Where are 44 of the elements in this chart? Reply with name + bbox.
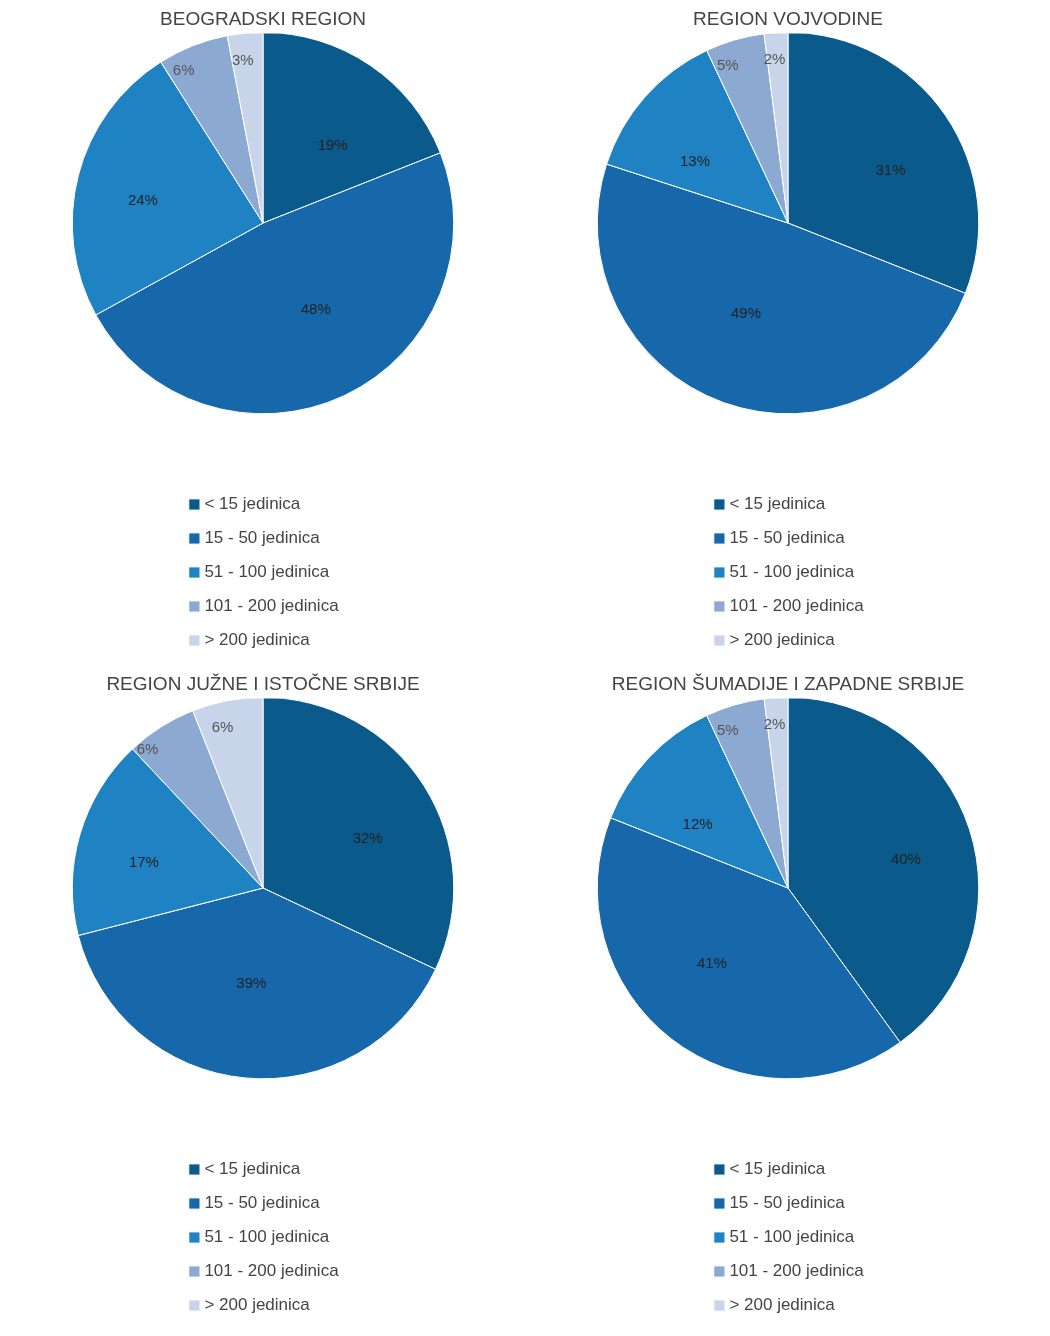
data-label: 6% — [172, 61, 195, 79]
legend-label: 15 - 50 jedinica — [729, 1193, 845, 1213]
legend-label: 15 - 50 jedinica — [204, 1193, 320, 1213]
data-label: 40% — [890, 850, 921, 868]
data-label: 31% — [875, 161, 906, 179]
data-label: 6% — [136, 740, 159, 758]
data-label: 24% — [127, 190, 158, 208]
legend-label: < 15 jedinica — [204, 494, 301, 514]
data-label: 41% — [697, 954, 728, 972]
legend-label: 101 - 200 jedinica — [204, 1261, 339, 1281]
data-label: 3% — [231, 50, 254, 68]
legend-label: < 15 jedinica — [729, 494, 826, 514]
legend-label: 101 - 200 jedinica — [204, 596, 339, 616]
data-label: 5% — [717, 721, 739, 739]
legend-label: 51 - 100 jedinica — [204, 1227, 330, 1247]
chart-title: BEOGRADSKI REGION — [160, 7, 366, 29]
legend-label: 15 - 50 jedinica — [204, 528, 320, 548]
data-label: 32% — [352, 828, 383, 846]
chart-title: REGION VOJVODINE — [692, 7, 884, 29]
legend-label: < 15 jedinica — [729, 1159, 826, 1179]
legend-label: < 15 jedinica — [204, 1159, 301, 1179]
legend-label: 101 - 200 jedinica — [729, 596, 864, 616]
data-label: 17% — [128, 853, 159, 871]
chart-title: REGION ŠUMADIJE I ZAPADNE SRBIJE — [611, 672, 965, 694]
data-label: 2% — [763, 715, 786, 733]
data-label: 48% — [300, 300, 331, 318]
chart-title: REGION JUŽNE I ISTOČNE SRBIJE — [106, 672, 420, 694]
data-label: 19% — [317, 136, 348, 154]
legend-label: > 200 jedinica — [204, 630, 310, 650]
legend-label: > 200 jedinica — [729, 630, 835, 650]
data-label: 12% — [682, 814, 713, 832]
data-label: 2% — [763, 50, 786, 68]
legend-label: 51 - 100 jedinica — [204, 562, 330, 582]
data-label: 6% — [211, 717, 234, 735]
data-label: 13% — [679, 151, 711, 169]
data-label: 49% — [730, 303, 762, 321]
legend-label: 51 - 100 jedinica — [729, 562, 855, 582]
legend-label: 15 - 50 jedinica — [729, 528, 845, 548]
legend-label: 51 - 100 jedinica — [729, 1227, 855, 1247]
legend-label: > 200 jedinica — [729, 1295, 835, 1315]
data-label: 39% — [236, 973, 267, 991]
legend-label: > 200 jedinica — [204, 1295, 310, 1315]
legend-label: 101 - 200 jedinica — [729, 1261, 864, 1281]
data-label: 5% — [717, 56, 739, 74]
